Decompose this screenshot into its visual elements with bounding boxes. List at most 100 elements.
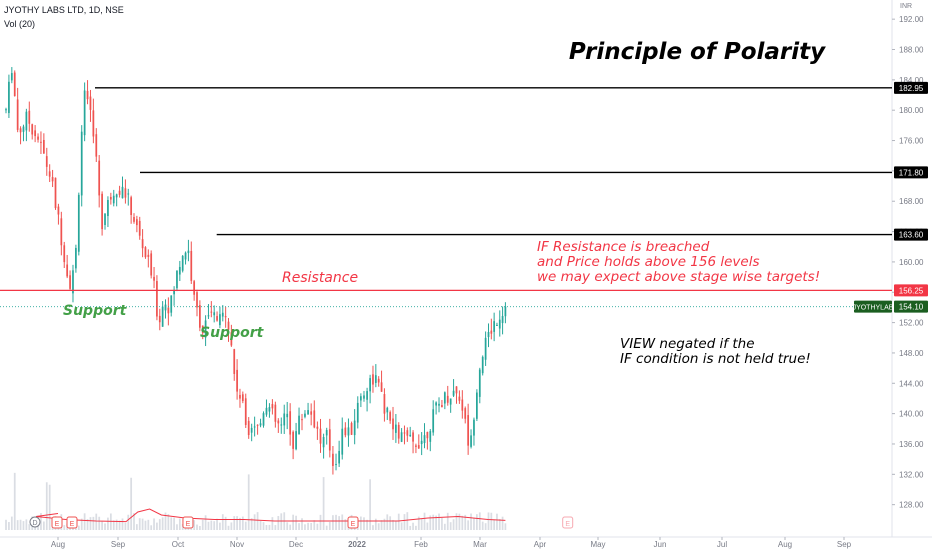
candle-body xyxy=(57,206,60,215)
earnings-marker-label: E xyxy=(70,521,75,528)
price-tick-label: 160.00 xyxy=(899,258,924,267)
candle-body xyxy=(455,386,458,394)
volume-bar xyxy=(133,513,135,530)
volume-bar xyxy=(325,525,328,530)
candle-body xyxy=(397,424,400,439)
time-tick-label: Sep xyxy=(837,540,852,549)
volume-bar xyxy=(484,523,487,530)
volume-bar xyxy=(487,512,490,530)
support-label-1: Support xyxy=(63,303,128,319)
volume-bar xyxy=(178,518,181,530)
condition-note-line: and Price holds above 156 levels xyxy=(537,254,760,270)
volume-bar xyxy=(476,514,478,530)
volume-bar xyxy=(268,524,271,530)
volume-bar xyxy=(452,519,455,530)
volume-bar xyxy=(467,520,470,530)
candle-body xyxy=(350,423,353,435)
candle-body xyxy=(141,239,144,249)
candle-body xyxy=(98,160,101,196)
volume-bar xyxy=(335,514,337,530)
volume-bar xyxy=(173,517,175,530)
candle-body xyxy=(328,429,331,451)
candle-body xyxy=(109,196,112,200)
candle-body xyxy=(227,321,230,330)
volume-bar xyxy=(112,520,115,530)
candle-body xyxy=(438,403,440,406)
candle-body xyxy=(69,275,71,289)
candle-body xyxy=(464,408,467,419)
candle-body xyxy=(338,450,341,464)
candle-body xyxy=(107,199,109,217)
last-price-label: 154.10 xyxy=(899,303,924,312)
candle-body xyxy=(484,337,487,360)
volume-bar xyxy=(241,516,244,530)
candle-body xyxy=(31,124,34,135)
candle-body xyxy=(219,314,221,326)
volume-bar xyxy=(328,521,331,530)
volume-bar xyxy=(377,523,380,530)
volume-bar xyxy=(158,519,161,530)
candle-body xyxy=(130,197,133,215)
candle-body xyxy=(395,424,397,433)
volume-bar xyxy=(420,518,423,530)
volume-bar xyxy=(16,520,19,530)
candle-body xyxy=(289,411,292,435)
volume-bar xyxy=(236,516,238,530)
candle-body xyxy=(135,219,138,226)
volume-bar xyxy=(98,516,101,530)
candle-body xyxy=(204,320,207,338)
volume-bar xyxy=(271,517,274,530)
volume-bar xyxy=(470,513,472,530)
candle-body xyxy=(301,419,303,421)
volume-bar xyxy=(369,479,371,530)
volume-bar xyxy=(395,520,397,530)
candle-body xyxy=(316,426,319,429)
volume-bar xyxy=(48,484,51,530)
candle-body xyxy=(501,316,504,324)
volume-bar xyxy=(130,477,133,530)
candle-body xyxy=(325,430,328,436)
time-tick-label: Mar xyxy=(473,540,487,549)
volume-bar xyxy=(338,516,341,530)
candle-body xyxy=(274,404,277,422)
candle-body xyxy=(332,453,334,466)
volume-bar xyxy=(280,513,283,530)
candle-body xyxy=(190,250,193,281)
candle-body xyxy=(335,464,337,466)
price-tick-label: 180.00 xyxy=(899,106,924,115)
volume-bar xyxy=(118,520,121,530)
price-tick-label: 136.00 xyxy=(899,440,924,449)
candle-body xyxy=(271,404,274,409)
volume-bar xyxy=(360,516,362,530)
candle-body xyxy=(383,394,386,414)
volume-bar xyxy=(429,515,432,530)
time-tick-label: Sep xyxy=(111,540,126,549)
candle-body xyxy=(16,99,19,130)
candle-body xyxy=(356,402,359,423)
volume-bar xyxy=(135,524,138,530)
candle-body xyxy=(259,423,262,426)
candle-body xyxy=(403,432,406,434)
volume-bar xyxy=(144,520,147,530)
time-tick-label: Aug xyxy=(778,540,792,549)
earnings-marker xyxy=(347,516,359,529)
candle-body xyxy=(239,394,241,399)
last-price-badge xyxy=(894,300,928,313)
candle-body xyxy=(60,218,63,246)
volume-bar xyxy=(481,521,484,530)
candle-body xyxy=(207,315,210,317)
candle-body xyxy=(173,289,175,295)
candle-body xyxy=(230,332,233,346)
candle-body xyxy=(161,306,164,327)
candle-body xyxy=(504,306,507,317)
earnings-marker xyxy=(562,516,574,529)
symbol-title: JYOTHY LABS LTD, 1D, NSE xyxy=(4,5,124,15)
currency-label: INR xyxy=(900,3,913,10)
candle-body xyxy=(490,330,493,334)
candle-body xyxy=(277,420,280,424)
volume-bar xyxy=(193,520,196,530)
price-tick-label: 168.00 xyxy=(899,197,924,206)
candle-body xyxy=(374,375,377,383)
volume-bar xyxy=(490,512,493,530)
